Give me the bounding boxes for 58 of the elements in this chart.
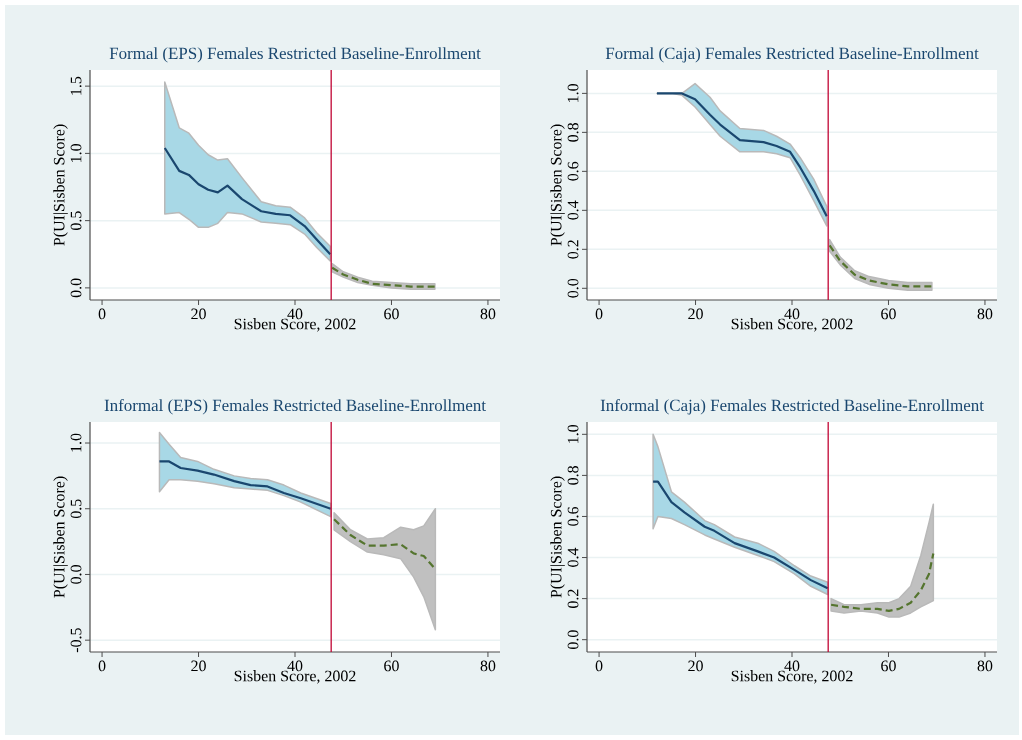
chart-title: Informal (Caja) Females Restricted Baseline-Enrollment [600, 398, 984, 415]
line-series [828, 244, 933, 288]
line-series [163, 146, 332, 256]
x-tick-label: 40 [784, 660, 800, 672]
y-tick-label: 1.0 [567, 84, 579, 102]
y-tick-label: 0.6 [567, 161, 579, 181]
y-axis-title: P(UI|Sisben Score) [550, 124, 565, 246]
y-tick-label: 1.5 [70, 76, 82, 95]
x-tick-label: 40 [287, 660, 303, 672]
x-tick-label: 0 [595, 660, 603, 672]
chart-title: Informal (EPS) Females Restricted Baseline-Enrollment [104, 398, 486, 415]
x-tick-label: 0 [98, 660, 106, 672]
y-tick-label: 1.0 [70, 144, 82, 162]
y-tick-label: 0.4 [567, 547, 579, 567]
y-tick-label: 0.6 [567, 506, 579, 526]
y-tick-label: -0.5 [70, 628, 82, 653]
x-tick-label: 60 [881, 660, 896, 672]
x-axis-title: Sisben Score, 2002 [234, 318, 356, 332]
x-axis-title: Sisben Score, 2002 [731, 670, 853, 684]
x-tick-label: 80 [977, 660, 993, 672]
y-tick-label: 0.5 [70, 211, 82, 230]
y-tick-label: 0.5 [70, 499, 82, 519]
x-tick-label: 0 [98, 308, 106, 320]
line-series [651, 480, 829, 590]
x-axis-title: Sisben Score, 2002 [731, 318, 853, 332]
x-tick-label: 20 [688, 660, 703, 672]
y-tick-label: 0.8 [567, 123, 579, 142]
y-tick-label: 0.0 [70, 278, 82, 298]
chart-title: Formal (Caja) Females Restricted Baseline-Enrollment [605, 47, 979, 63]
x-tick-label: 60 [384, 308, 399, 320]
y-axis-title: P(UI|Sisben Score) [53, 124, 68, 246]
y-axis-title: P(UI|Sisben Score) [53, 476, 68, 598]
x-tick-label: 80 [977, 308, 993, 320]
y-tick-label: 1.0 [70, 433, 82, 452]
y-tick-label: 0.4 [567, 200, 579, 220]
y-tick-label: 0.2 [567, 240, 579, 259]
line-series [332, 518, 437, 571]
y-tick-label: 0.0 [70, 565, 82, 584]
x-tick-label: 20 [191, 308, 206, 320]
x-tick-label: 20 [688, 308, 703, 320]
x-tick-label: 60 [881, 308, 896, 320]
y-tick-label: 0.2 [567, 589, 579, 608]
chart-title: Formal (EPS) Females Restricted Baseline-Enrollment [109, 47, 481, 63]
x-axis-title: Sisben Score, 2002 [234, 670, 356, 684]
x-tick-label: 20 [191, 660, 206, 672]
y-tick-label: 0.0 [567, 630, 579, 650]
line-series [829, 552, 935, 613]
x-tick-label: 40 [287, 308, 303, 320]
x-tick-label: 80 [480, 660, 496, 672]
line-series [158, 460, 332, 510]
x-tick-label: 0 [595, 308, 603, 320]
y-tick-label: 0.0 [567, 278, 579, 298]
y-axis-title: P(UI|Sisben Score) [550, 476, 565, 598]
x-tick-label: 40 [784, 308, 800, 320]
y-tick-label: 1.0 [567, 424, 579, 443]
x-tick-label: 80 [480, 308, 496, 320]
y-tick-label: 0.8 [567, 466, 579, 485]
x-tick-label: 60 [384, 660, 399, 672]
